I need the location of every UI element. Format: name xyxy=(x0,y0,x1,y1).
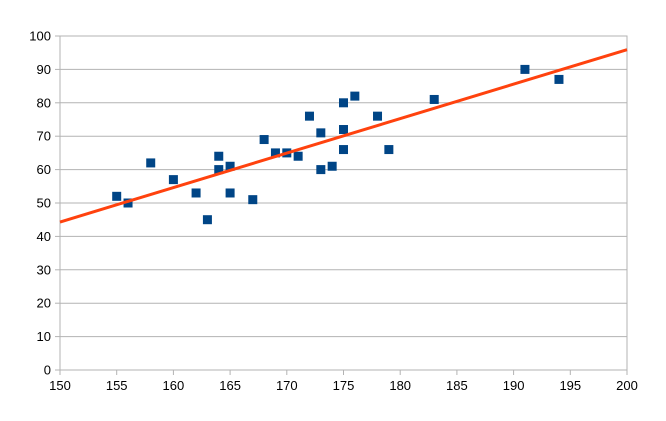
data-point xyxy=(373,111,383,121)
x-axis-label-155: 155 xyxy=(106,378,128,393)
y-axis-label-90: 90 xyxy=(37,62,51,77)
x-axis-label-200: 200 xyxy=(616,378,638,393)
x-axis-label-150: 150 xyxy=(49,378,71,393)
data-point xyxy=(191,188,201,198)
data-point xyxy=(214,165,224,175)
y-axis-label-50: 50 xyxy=(37,196,51,211)
data-point xyxy=(248,195,258,205)
y-axis-label-30: 30 xyxy=(37,262,51,277)
x-axis-label-190: 190 xyxy=(503,378,525,393)
y-axis-label-80: 80 xyxy=(37,95,51,110)
y-axis-label-0: 0 xyxy=(44,363,51,378)
data-point xyxy=(520,64,530,74)
data-point xyxy=(339,145,348,155)
y-axis-label-20: 20 xyxy=(37,296,51,311)
data-point xyxy=(327,161,337,171)
x-axis-label-175: 175 xyxy=(333,378,355,393)
data-point xyxy=(112,191,122,201)
data-point xyxy=(304,111,314,121)
y-axis-label-60: 60 xyxy=(37,162,51,177)
data-point xyxy=(202,215,212,225)
x-axis-label-185: 185 xyxy=(446,378,468,393)
data-point xyxy=(350,91,360,101)
x-axis-label-160: 160 xyxy=(163,378,185,393)
trend-line xyxy=(59,48,628,224)
data-point xyxy=(168,175,178,185)
x-axis-label-180: 180 xyxy=(389,378,411,393)
y-axis-label-70: 70 xyxy=(37,129,51,144)
x-axis-label-165: 165 xyxy=(219,378,241,393)
x-axis-label-195: 195 xyxy=(559,378,581,393)
data-point xyxy=(293,151,303,161)
data-point xyxy=(259,135,269,145)
data-point xyxy=(214,151,224,161)
y-axis-label-40: 40 xyxy=(37,229,51,244)
data-point xyxy=(316,165,326,175)
data-point xyxy=(225,188,235,198)
data-point xyxy=(339,125,348,135)
data-point xyxy=(316,128,326,138)
x-axis-label-170: 170 xyxy=(276,378,298,393)
data-point xyxy=(270,148,280,158)
data-point xyxy=(123,198,133,208)
data-point xyxy=(554,74,564,84)
data-point xyxy=(339,98,348,108)
y-axis-label-100: 100 xyxy=(29,29,51,44)
y-axis-label-10: 10 xyxy=(37,329,51,344)
data-point xyxy=(384,145,394,155)
data-point xyxy=(225,161,235,171)
data-point xyxy=(429,94,439,104)
data-point xyxy=(146,158,156,168)
